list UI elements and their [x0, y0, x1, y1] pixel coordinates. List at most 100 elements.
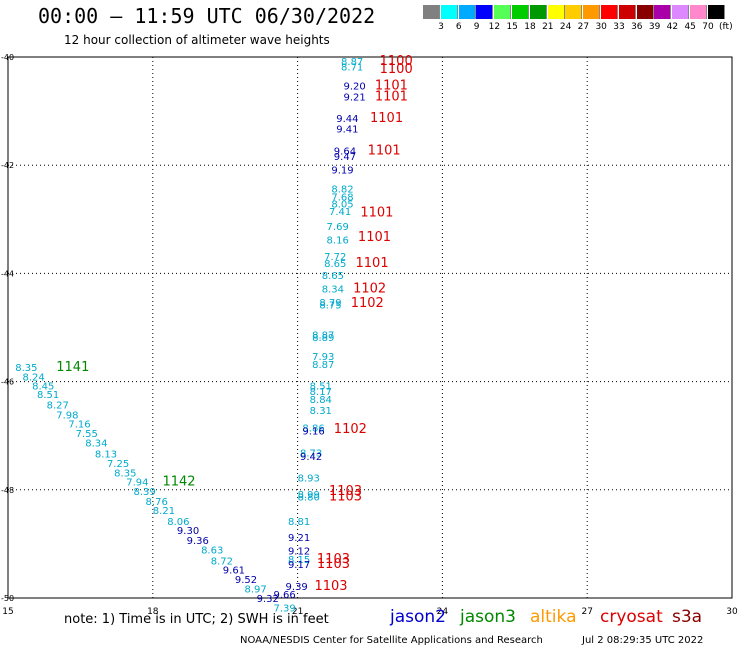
note-text: note: 1) Time is in UTC; 2) SWH is in fe… [64, 612, 329, 627]
y-tick-label: -40 [1, 53, 14, 62]
wave-height-label: 9.39 [286, 582, 308, 593]
plot-frame [7, 56, 733, 599]
wave-height-label: 8.13 [95, 449, 117, 460]
x-tick-label: 18 [147, 607, 159, 617]
colorbar-swatch [690, 5, 707, 19]
wave-height-label: 8.34 [85, 439, 107, 450]
page-title: 00:00 — 11:59 UTC 06/30/2022 [38, 4, 376, 28]
colorbar-label: 33 [613, 22, 625, 32]
wave-height-label: 8.76 [146, 497, 168, 508]
wave-height-label: 9.16 [302, 427, 324, 438]
wave-height-label: 9.47 [334, 152, 356, 163]
wave-height-label: 8.34 [322, 284, 344, 295]
wave-height-label: 7.25 [107, 459, 129, 470]
wave-height-label: 8.84 [310, 395, 332, 406]
wave-height-label: 8.87 [341, 57, 363, 68]
wave-height-label: 9.20 [343, 81, 365, 92]
wave-height-label: 9.61 [223, 566, 245, 577]
wave-height-label: 9.32 [257, 594, 279, 605]
footer-credit: NOAA/NESDIS Center for Satellite Applica… [240, 635, 543, 646]
sat-track-id-label: 1101 [375, 78, 408, 93]
colorbar-label: 6 [455, 22, 462, 32]
colorbar-label: 21 [542, 22, 554, 32]
wave-height-label: 8.39 [133, 487, 155, 498]
colorbar-swatch [476, 5, 494, 19]
colorbar-swatch [494, 5, 512, 19]
sat-track-id-label: 1101 [360, 206, 393, 221]
wave-height-label: 7.68 [331, 192, 353, 203]
wave-height-label: 8.86 [302, 423, 324, 434]
wave-height-label: 9.30 [177, 526, 199, 537]
wave-height-label: 8.35 [15, 363, 37, 374]
colorbar-swatch [458, 5, 476, 19]
wave-height-label: 7.55 [76, 429, 98, 440]
colorbar-label: 24 [559, 22, 572, 32]
wave-height-label: 8.05 [331, 199, 353, 210]
x-tick-label: 15 [2, 607, 13, 617]
colorbar-swatch [547, 5, 565, 19]
colorbar-label: 70 [702, 22, 714, 32]
colorbar-label: 39 [648, 22, 661, 32]
wave-height-label: 8.17 [310, 387, 332, 398]
wave-height-label: 8.65 [322, 271, 344, 282]
wave-height-label: 8.99 [298, 490, 320, 501]
page-subtitle: 12 hour collection of altimeter wave hei… [64, 33, 330, 47]
wave-height-label: 8.51 [37, 390, 59, 401]
wave-height-label: 8.93 [298, 474, 320, 485]
sat-track-id-label: 1101 [370, 111, 403, 126]
wave-height-label: 9.42 [300, 452, 322, 463]
wave-height-label: 9.19 [331, 165, 353, 176]
wave-height-label: 7.69 [327, 222, 349, 233]
wave-height-label: 8.24 [22, 373, 44, 384]
sat-track-id-label: 1142 [162, 474, 195, 489]
colorbar-label: 9 [473, 22, 480, 32]
legend-jason2: jason2 [390, 607, 446, 627]
y-tick-label: -46 [1, 378, 14, 387]
sat-track-id-label: 1101 [375, 89, 408, 104]
wave-height-label: 8.79 [319, 298, 341, 309]
colorbar-swatch [423, 5, 440, 19]
wave-height-label: 8.15 [288, 555, 310, 566]
colorbar-label: 36 [631, 22, 643, 32]
colorbar-label: 42 [666, 22, 679, 32]
colorbar-swatch [672, 5, 690, 19]
wave-height-label: 7.94 [126, 477, 148, 488]
wave-height-label: 9.17 [288, 560, 310, 571]
wave-height-label: 8.16 [327, 236, 349, 247]
legend-jason3: jason3 [460, 607, 516, 627]
wave-height-label: 8.71 [341, 63, 363, 74]
colorbar-label: 12 [488, 22, 501, 32]
colorbar-swatch [565, 5, 583, 19]
wave-height-label: 8.51 [310, 382, 332, 393]
wave-height-label: 7.93 [312, 352, 334, 363]
wave-height-label: 8.63 [201, 546, 223, 557]
wave-height-label: 8.87 [312, 360, 334, 371]
sat-track-id-label: 1101 [358, 230, 391, 245]
y-tick-label: -50 [1, 594, 14, 603]
wave-height-label: 8.45 [32, 382, 54, 393]
wave-height-label: 9.12 [288, 547, 310, 558]
sat-track-id-label: 1102 [334, 422, 367, 437]
wave-height-label: 8.81 [288, 517, 310, 528]
x-tick-label: 30 [726, 607, 738, 617]
sat-track-id-label: 1103 [329, 484, 362, 499]
wave-height-label: 8.65 [324, 259, 346, 270]
wave-height-label: 9.52 [235, 575, 257, 586]
sat-track-id-label: 1101 [356, 256, 389, 271]
sat-track-id-label: 1102 [353, 281, 386, 296]
wave-height-label: 9.64 [334, 146, 356, 157]
colorbar-label: 18 [524, 22, 536, 32]
sat-track-id-label: 1103 [314, 579, 347, 594]
wave-height-label: 9.21 [288, 533, 310, 544]
colorbar-swatch [618, 5, 636, 19]
colorbar-label: 15 [506, 22, 518, 32]
sat-track-id-label: 1100 [380, 62, 413, 77]
legend-cryosat: cryosat [600, 607, 663, 627]
wave-height-label: 8.06 [167, 517, 189, 528]
sat-track-id-label: 1103 [317, 557, 350, 572]
wave-height-label: 7.16 [68, 420, 90, 431]
wave-height-label: 9.41 [336, 125, 358, 136]
y-tick-label: -44 [1, 269, 14, 278]
wave-height-label: 8.89 [312, 333, 334, 344]
